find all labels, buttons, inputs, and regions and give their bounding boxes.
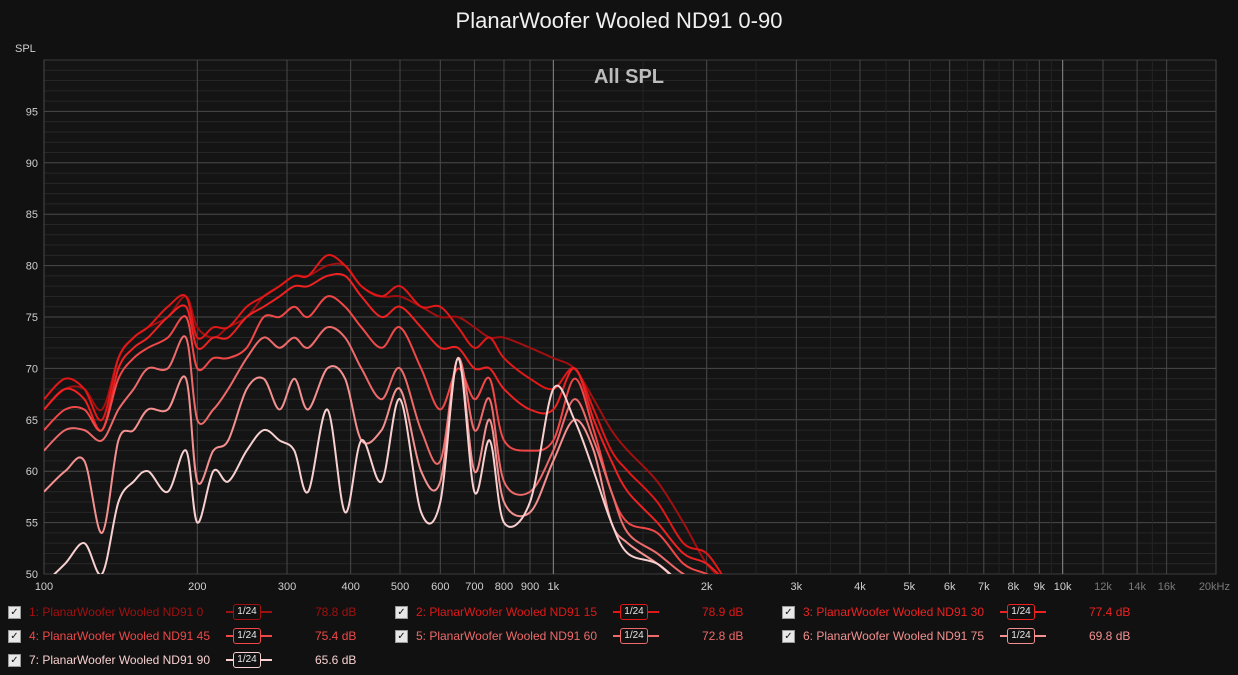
legend-item-7[interactable]: ✓ 7: PlanarWoofer Wooled ND91 90 1/24 65.6 … (8, 650, 388, 670)
legend-checkbox[interactable]: ✓ (8, 629, 21, 643)
legend-checkbox[interactable]: ✓ (395, 605, 408, 619)
x-tick-label: 300 (278, 581, 296, 593)
legend-smoothing-badge[interactable]: 1/24 (1007, 604, 1035, 620)
y-tick-label: 95 (26, 106, 38, 118)
legend-item-5[interactable]: ✓ 5: PlanarWoofer Wooled ND91 60 1/24 72.8 … (395, 626, 775, 646)
legend-item-4[interactable]: ✓ 4: PlanarWoofer Wooled ND91 45 1/24 75.4 … (8, 626, 388, 646)
chart-plot: 50 55 60 65 70 75 80 85 90 95 100 200 300 400 500 600 7… (26, 59, 1230, 593)
y-tick-label: 80 (26, 261, 38, 273)
y-tick-label: 90 (26, 158, 38, 170)
legend-item-2[interactable]: ✓ 2: PlanarWoofer Wooled ND91 15 1/24 78.9 … (395, 602, 775, 622)
y-tick-label: 65 (26, 415, 38, 427)
x-tick-label: 900 (521, 581, 539, 593)
x-tick-label: 600 (431, 581, 449, 593)
x-tick-label: 4k (854, 581, 866, 593)
x-tick-label: 8k (1008, 581, 1020, 593)
x-tick-label: 5k (904, 581, 916, 593)
legend-value: 69.8 dB (1089, 629, 1131, 643)
legend-series-name: 7: PlanarWoofer Wooled ND91 90 (29, 653, 210, 667)
x-tick-label: 700 (465, 581, 483, 593)
legend-checkbox[interactable]: ✓ (782, 629, 795, 643)
x-tick-label: 9k (1034, 581, 1046, 593)
x-tick-label: 10k (1054, 581, 1072, 593)
x-tick-label: 7k (978, 581, 990, 593)
legend-value: 78.9 dB (702, 605, 744, 619)
y-axis-label: SPL (15, 43, 36, 55)
legend-checkbox[interactable]: ✓ (8, 653, 21, 667)
x-tick-label: 500 (391, 581, 409, 593)
series-line-7 (53, 357, 672, 574)
legend-item-3[interactable]: ✓ 3: PlanarWoofer Wooled ND91 30 1/24 77.4 … (782, 602, 1162, 622)
legend-series-name: 2: PlanarWoofer Wooled ND91 15 (416, 605, 597, 619)
y-tick-label: 60 (26, 466, 38, 478)
y-tick-label: 55 (26, 518, 38, 530)
x-tick-label: 2k (701, 581, 713, 593)
x-tick-label: 400 (341, 581, 359, 593)
legend-checkbox[interactable]: ✓ (8, 605, 21, 619)
y-tick-label: 75 (26, 312, 38, 324)
series-line-3 (44, 272, 720, 574)
legend-value: 65.6 dB (315, 653, 357, 667)
x-tick-label: 14k (1128, 581, 1146, 593)
y-tick-label: 85 (26, 209, 38, 221)
legend-checkbox[interactable]: ✓ (782, 605, 795, 619)
legend-item-1[interactable]: ✓ 1: PlanarWoofer Wooled ND91 0 1/24 78.8 d… (8, 602, 388, 622)
legend-smoothing-badge[interactable]: 1/24 (620, 604, 648, 620)
chart-subtitle: All SPL (594, 66, 664, 88)
legend-series-name: 4: PlanarWoofer Wooled ND91 45 (29, 629, 210, 643)
legend-series-name: 1: PlanarWoofer Wooled ND91 0 (29, 605, 204, 619)
legend-series-name: 5: PlanarWoofer Wooled ND91 60 (416, 629, 597, 643)
legend-item-6[interactable]: ✓ 6: PlanarWoofer Wooled ND91 75 1/24 69.8 … (782, 626, 1162, 646)
legend-series-name: 3: PlanarWoofer Wooled ND91 30 (803, 605, 984, 619)
legend-smoothing-badge[interactable]: 1/24 (233, 628, 261, 644)
series-line-2 (44, 254, 723, 574)
x-tick-label: 200 (188, 581, 206, 593)
legend-value: 72.8 dB (702, 629, 744, 643)
x-tick-label: 6k (944, 581, 956, 593)
series-line-4 (44, 295, 710, 574)
legend-smoothing-badge[interactable]: 1/24 (1007, 628, 1035, 644)
x-tick-label: 800 (495, 581, 513, 593)
legend-smoothing-badge[interactable]: 1/24 (233, 604, 261, 620)
x-tick-label: 16k (1158, 581, 1176, 593)
x-tick-label: 3k (791, 581, 803, 593)
legend-value: 75.4 dB (315, 629, 357, 643)
x-tick-label: 12k (1094, 581, 1112, 593)
y-tick-label: 50 (26, 569, 38, 581)
x-tick-label: 20kHz (1199, 581, 1230, 593)
legend-smoothing-badge[interactable]: 1/24 (233, 652, 261, 668)
legend-series-name: 6: PlanarWoofer Wooled ND91 75 (803, 629, 984, 643)
chart-title: PlanarWoofer Wooled ND91 0-90 (455, 8, 783, 33)
legend-value: 78.8 dB (315, 605, 357, 619)
legend-checkbox[interactable]: ✓ (395, 629, 408, 643)
legend-value: 77.4 dB (1089, 605, 1131, 619)
y-tick-label: 70 (26, 363, 38, 375)
legend-smoothing-badge[interactable]: 1/24 (620, 628, 648, 644)
x-tick-label: 100 (35, 581, 53, 593)
series-line-6 (44, 357, 671, 574)
series-line-5 (44, 325, 686, 574)
x-tick-label: 1k (548, 581, 560, 593)
